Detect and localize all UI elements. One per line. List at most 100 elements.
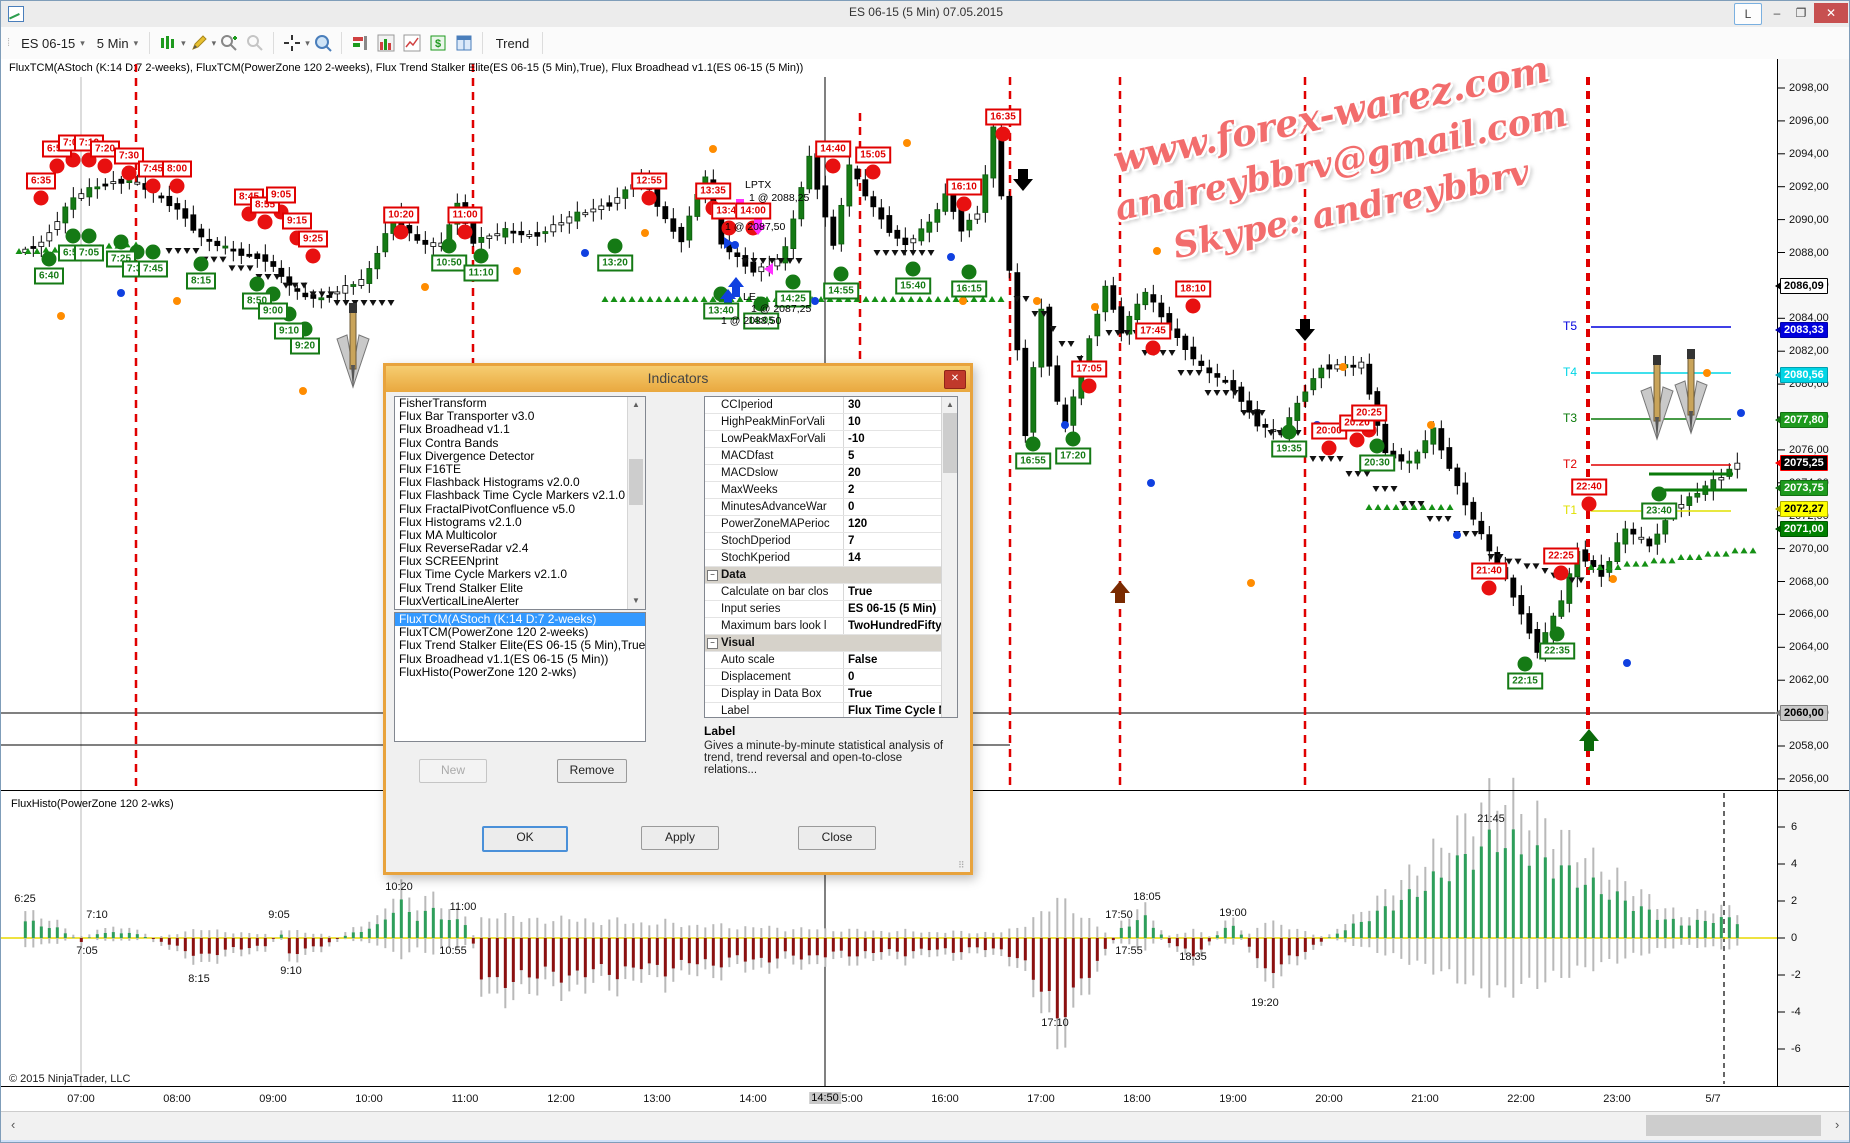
configured-item[interactable]: FluxTCM(AStoch (K:14 D:7 2-weeks) [395, 613, 645, 627]
list-scrollbar[interactable]: ▲ ▼ [627, 397, 645, 609]
list-item[interactable]: Flux MA Multicolor [399, 527, 498, 542]
minimize-button[interactable]: – [1773, 6, 1781, 20]
list-item[interactable]: Flux Histograms v2.1.0 [399, 514, 522, 529]
list-item[interactable]: Flux Flashback Time Cycle Markers v2.1.0 [399, 488, 626, 503]
list-item[interactable]: Flux FractalPivotConfluence v5.0 [399, 501, 576, 516]
scroll-thumb[interactable] [1646, 1115, 1821, 1136]
configured-item[interactable]: Flux Broadhead v1.1(ES 06-15 (5 Min)) [399, 651, 609, 666]
dollar-icon[interactable]: $ [426, 32, 450, 54]
line-chart-icon[interactable] [400, 32, 424, 54]
list-item[interactable]: Flux Divergence Detector [399, 448, 535, 463]
time-tick-label: 20:00 [1315, 1093, 1343, 1105]
scroll-right-arrow-icon[interactable]: › [1835, 1117, 1840, 1132]
chevron-down-icon[interactable]: ▾ [181, 37, 186, 48]
list-item[interactable]: FluxVerticalLineAlerter [399, 593, 520, 608]
horizontal-scrollbar[interactable]: ‹ › [1, 1111, 1849, 1140]
maximize-button[interactable]: ❐ [1795, 6, 1807, 20]
instrument-dropdown[interactable]: ES 06-15 ▾ [15, 33, 91, 54]
trend-tool-button[interactable]: Trend [495, 35, 530, 51]
scroll-thumb[interactable] [943, 413, 957, 473]
histogram-time-label: 7:10 [86, 909, 108, 921]
list-item[interactable]: Flux SCREENprint [399, 554, 499, 569]
time-tick-label: 13:00 [643, 1093, 671, 1105]
resize-grip[interactable]: ⠿ [958, 860, 965, 870]
configured-indicators-list[interactable]: FluxTCM(AStoch (K:14 D:7 2-weeks) FluxTCM… [394, 612, 646, 742]
property-row[interactable]: MACDslow 20 [705, 465, 957, 482]
scroll-left-arrow-icon[interactable]: ‹ [11, 1117, 16, 1132]
time-axis[interactable]: 07:00 08:00 09:00 10:00 11:00 12:00 13:00 14:00… [1, 1086, 1849, 1112]
dialog-close-icon[interactable]: ✕ [944, 370, 966, 389]
property-row[interactable]: Maximum bars look l TwoHundredFiftySix [705, 618, 957, 635]
link-button[interactable]: L [1734, 3, 1762, 25]
property-section[interactable]: − Visual [705, 635, 957, 652]
volume-histogram-icon[interactable] [374, 32, 398, 54]
scroll-up-icon[interactable]: ▲ [942, 397, 957, 413]
property-row[interactable]: Label Flux Time Cycle Marl [705, 703, 957, 717]
apply-button[interactable]: Apply [641, 826, 719, 850]
chevron-down-icon: ▾ [133, 37, 139, 48]
price-tick-label: 2068,00 [1789, 575, 1829, 588]
zoom-in-icon[interactable] [217, 32, 241, 54]
list-item[interactable]: Flux Trend Stalker Elite [399, 580, 524, 595]
property-row[interactable]: MACDfast 5 [705, 448, 957, 465]
cycle-low-marker: 17:20 [1055, 447, 1091, 465]
list-item[interactable]: Flux ReverseRadar v2.4 [399, 541, 529, 556]
configured-item[interactable]: FluxHisto(PowerZone 120 2-wks) [399, 664, 577, 679]
property-row[interactable]: Auto scale False [705, 652, 957, 669]
dialog-title-bar[interactable]: Indicators ✕ [386, 366, 970, 392]
property-row[interactable]: Input series ES 06-15 (5 Min) [705, 601, 957, 618]
copyright-text: © 2015 NinjaTrader, LLC [9, 1073, 131, 1085]
draw-pencil-icon[interactable] [187, 32, 211, 54]
chevron-down-icon[interactable]: ▾ [305, 37, 310, 48]
toolbar-grip[interactable]: ⁞ [7, 37, 12, 49]
zoom-out-icon[interactable] [243, 32, 267, 54]
chart-trader-icon[interactable] [348, 32, 372, 54]
configured-item[interactable]: Flux Trend Stalker Elite(ES 06-15 (5 Min… [399, 638, 646, 653]
description-title: Label [704, 724, 736, 738]
interval-dropdown[interactable]: 5 Min ▾ [91, 33, 144, 54]
property-row[interactable]: StochDperiod 7 [705, 533, 957, 550]
chart-style-icon[interactable] [156, 32, 180, 54]
property-section[interactable]: − Data [705, 567, 957, 584]
list-item[interactable]: Flux F16TE [399, 461, 462, 476]
dialog-close-button[interactable]: Close [798, 826, 876, 850]
data-panel-icon[interactable] [452, 32, 476, 54]
available-indicators-list[interactable]: FisherTransform Flux Bar Transporter v3.0… [394, 396, 646, 610]
property-row[interactable]: MaxWeeks 2 [705, 482, 957, 499]
magnifier-icon[interactable] [311, 32, 335, 54]
property-row[interactable]: LowPeakMaxForVali -10 [705, 431, 957, 448]
properties-grid[interactable]: CCIperiod 30 HighPeakMinForVali 10 LowPeakMa… [704, 396, 958, 718]
ok-button[interactable]: OK [482, 826, 568, 852]
list-item[interactable]: FisherTransform [399, 396, 487, 410]
list-item[interactable]: Flux Contra Bands [399, 435, 499, 450]
crosshair-icon[interactable] [280, 32, 304, 54]
histogram-time-label: 10:20 [385, 881, 413, 893]
property-row[interactable]: Displacement 0 [705, 669, 957, 686]
list-item[interactable]: Flux Time Cycle Markers v2.1.0 [399, 567, 568, 582]
list-item[interactable]: Flux Broadhead v1.1 [399, 422, 510, 437]
window-bottom-border [1, 1139, 1849, 1142]
property-row[interactable]: CCIperiod 30 [705, 397, 957, 414]
property-row[interactable]: MinutesAdvanceWar 0 [705, 499, 957, 516]
grid-scrollbar[interactable]: ▲ [941, 397, 957, 717]
cycle-high-marker: 17:45 [1135, 322, 1171, 340]
close-button[interactable]: ✕ [1814, 3, 1848, 23]
property-row[interactable]: HighPeakMinForVali 10 [705, 414, 957, 431]
cycle-low-marker: 22:15 [1507, 672, 1543, 690]
property-row[interactable]: Display in Data Box True [705, 686, 957, 703]
property-row[interactable]: StochKperiod 14 [705, 550, 957, 567]
property-row[interactable]: Calculate on bar clos True [705, 584, 957, 601]
price-axis[interactable] [1777, 59, 1849, 1111]
remove-button[interactable]: Remove [557, 759, 627, 783]
new-button[interactable]: New [419, 759, 487, 783]
target-level-label: T1 [1563, 503, 1578, 517]
property-row[interactable]: PowerZoneMAPerioc 120 [705, 516, 957, 533]
configured-item[interactable]: FluxTCM(PowerZone 120 2-weeks) [399, 625, 589, 640]
histogram-time-label: 18:35 [1179, 951, 1207, 963]
scroll-thumb[interactable] [629, 459, 643, 505]
chevron-down-icon[interactable]: ▾ [211, 37, 217, 48]
scroll-down-icon[interactable]: ▼ [628, 593, 644, 609]
list-item[interactable]: Flux Bar Transporter v3.0 [399, 409, 535, 424]
scroll-up-icon[interactable]: ▲ [628, 397, 644, 413]
list-item[interactable]: Flux Flashback Histograms v2.0.0 [399, 475, 580, 490]
